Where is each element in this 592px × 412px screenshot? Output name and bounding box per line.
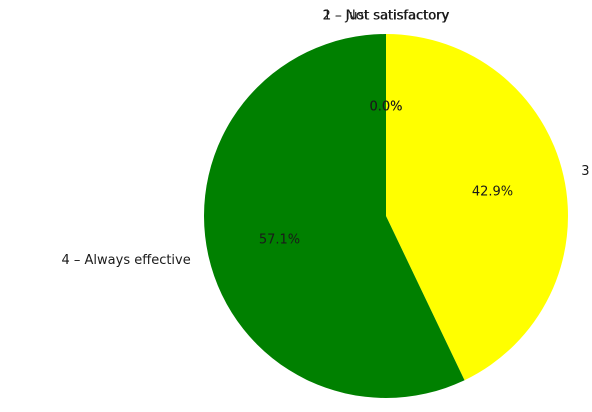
pie-labels: 1 – Not satisfactory 0.0% 2 – Just satisfa… (62, 8, 592, 267)
pie-slice-4 (204, 34, 465, 398)
slice-percent-4: 57.1% (259, 233, 300, 248)
slice-label-2: 2 – Just satisfactory (322, 8, 449, 23)
slice-percent-1: 0.0% (369, 99, 402, 114)
slice-label-3: 3 – Mostly effective (581, 164, 592, 179)
slice-percent-3: 42.9% (472, 184, 513, 199)
pie-slices (204, 34, 569, 398)
slice-label-1: 1 – Not satisfactory (323, 8, 449, 23)
pie-slice-3 (386, 34, 569, 381)
slice-label-4: 4 – Always effective (62, 253, 191, 268)
slice-percent-2: 0.0% (369, 99, 402, 114)
